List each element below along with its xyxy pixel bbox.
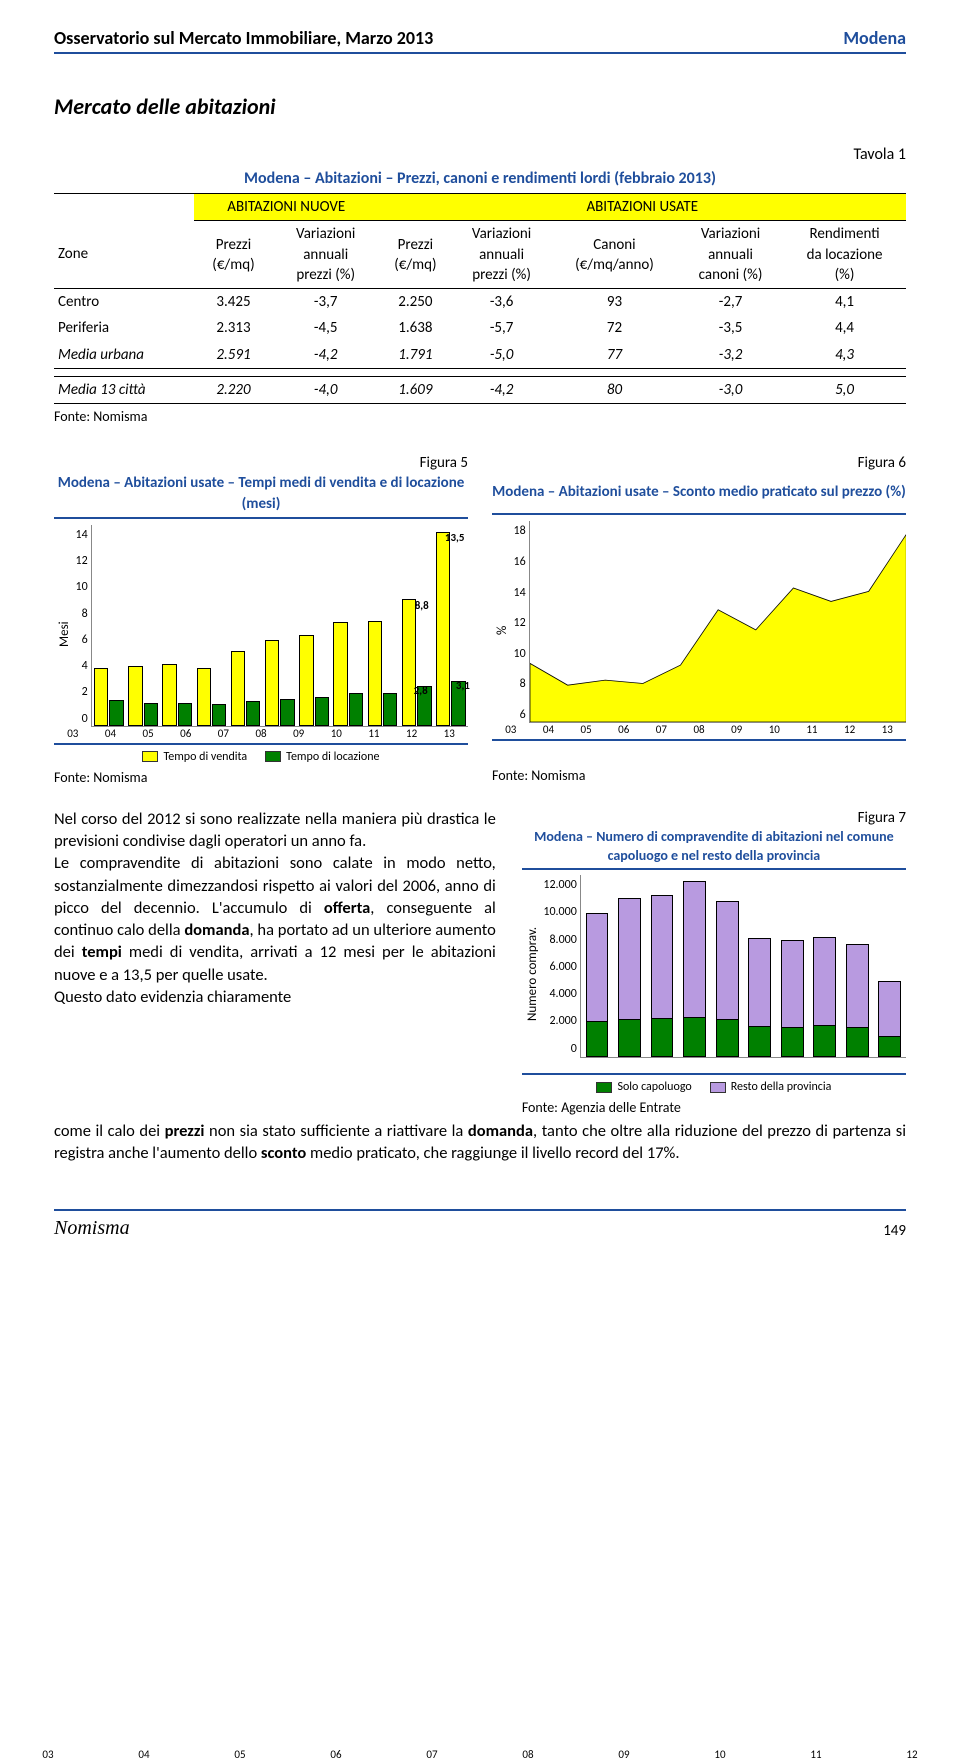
th-col-2: Variazioniannualiprezzi (%)	[273, 221, 379, 289]
stacked-bar	[808, 875, 841, 1057]
stacked-bar	[873, 875, 906, 1057]
bar-group	[263, 525, 297, 726]
header-left: Osservatorio sul Mercato Immobiliare, Ma…	[54, 26, 433, 50]
fig7-plot	[580, 875, 906, 1058]
bar-group	[126, 525, 160, 726]
fig5-title: Modena – Abitazioni usate – Tempi medi d…	[54, 473, 468, 519]
stacked-bar	[743, 875, 776, 1057]
th-col-0: Zone	[54, 221, 194, 289]
table-row-media-citta: Media 13 città2.220-4,01.609-4,280-3,05,…	[54, 376, 906, 403]
page-header: Osservatorio sul Mercato Immobiliare, Ma…	[54, 26, 906, 54]
header-right: Modena	[843, 26, 906, 50]
fig5-legend: Tempo di vendita Tempo di locazione	[54, 749, 468, 765]
stacked-bar	[613, 875, 646, 1057]
stacked-bar	[776, 875, 809, 1057]
stacked-bar	[711, 875, 744, 1057]
fig5-plot: 8,8 13,5 2,8 3,1	[91, 525, 468, 727]
footer-left: Nomisma	[54, 1215, 130, 1242]
fig7-ylabel: Numero comprav.	[522, 875, 544, 1073]
bar-annotation: 2,8	[414, 684, 428, 699]
fig7-label: Figura 7	[522, 808, 906, 828]
fig5-ylabel: Mesi	[54, 525, 76, 743]
th-col-6: Variazioniannualicanoni (%)	[678, 221, 783, 289]
figura7: Figura 7 Modena – Numero di compravendit…	[522, 808, 906, 1118]
table-row: Media urbana2.591-4,21.791-5,077-3,24,3	[54, 342, 906, 369]
stacked-bar	[841, 875, 874, 1057]
bar-group	[229, 525, 263, 726]
bar-group	[331, 525, 365, 726]
fig7-yaxis: 12.00010.0008.0006.0004.0002.0000	[543, 875, 579, 1073]
stacked-bar	[581, 875, 614, 1057]
th-group-usate: ABITAZIONI USATE	[378, 194, 906, 221]
bar-group	[92, 525, 126, 726]
fig5-xaxis: 0304050607080910111213	[54, 727, 468, 743]
fig6-title: Modena – Abitazioni usate – Sconto medio…	[492, 473, 906, 515]
body-text: Nel corso del 2012 si sono realizzate ne…	[54, 808, 496, 1118]
table1-fonte: Fonte: Nomisma	[54, 408, 906, 427]
fig6-yaxis: 181614121086	[514, 521, 529, 739]
fig5-label: Figura 5	[54, 453, 468, 473]
bar-annotation: 13,5	[445, 531, 465, 546]
th-group-nuove: ABITAZIONI NUOVE	[194, 194, 379, 221]
page-footer: Nomisma 149	[54, 1209, 906, 1242]
bar-annotation: 8,8	[415, 599, 429, 614]
fig7-fonte: Fonte: Agenzia delle Entrate	[522, 1099, 906, 1118]
fig6-label: Figura 6	[492, 453, 906, 473]
bar-group	[194, 525, 228, 726]
bar-annotation: 3,1	[456, 679, 470, 694]
fig5-yaxis: 14121086420	[76, 525, 91, 743]
section-title: Mercato delle abitazioni	[54, 92, 906, 122]
th-col-3: Prezzi(€/mq)	[378, 221, 452, 289]
table1: ABITAZIONI NUOVE ABITAZIONI USATE ZonePr…	[54, 193, 906, 404]
fig5-fonte: Fonte: Nomisma	[54, 769, 468, 788]
tavola-label: Tavola 1	[54, 144, 906, 166]
th-col-1: Prezzi(€/mq)	[194, 221, 273, 289]
bar-group	[160, 525, 194, 726]
body-text-trailing: come il calo dei prezzi non sia stato su…	[54, 1120, 906, 1165]
bar-group	[365, 525, 399, 726]
th-col-7: Rendimentida locazione(%)	[783, 221, 906, 289]
bar-group	[297, 525, 331, 726]
footer-right: 149	[883, 1221, 906, 1241]
th-col-5: Canoni(€/mq/anno)	[551, 221, 678, 289]
legend-locazione: Tempo di locazione	[286, 749, 379, 765]
bar-group	[434, 525, 468, 726]
stacked-bar	[678, 875, 711, 1057]
table-row: Periferia2.313-4,51.638-5,772-3,54,4	[54, 315, 906, 341]
table-row: Centro3.425-3,72.250-3,693-2,74,1	[54, 289, 906, 316]
legend-capoluogo: Solo capoluogo	[617, 1079, 691, 1095]
figura5: Figura 5 Modena – Abitazioni usate – Tem…	[54, 453, 468, 788]
fig6-plot	[529, 521, 906, 723]
legend-vendita: Tempo di vendita	[163, 749, 247, 765]
fig6-ylabel: %	[492, 521, 514, 739]
fig7-xaxis: 03040506070809101112	[0, 1748, 960, 1763]
fig6-fonte: Fonte: Nomisma	[492, 767, 906, 786]
table1-title: Modena – Abitazioni – Prezzi, canoni e r…	[54, 168, 906, 190]
th-col-4: Variazioniannualiprezzi (%)	[452, 221, 551, 289]
figura6: Figura 6 Modena – Abitazioni usate – Sco…	[492, 453, 906, 788]
fig7-title: Modena – Numero di compravendite di abit…	[522, 828, 906, 870]
stacked-bar	[646, 875, 679, 1057]
fig7-legend: Solo capoluogo Resto della provincia	[522, 1079, 906, 1095]
legend-resto: Resto della provincia	[731, 1079, 832, 1095]
fig6-xaxis: 0304050607080910111213	[492, 723, 906, 739]
